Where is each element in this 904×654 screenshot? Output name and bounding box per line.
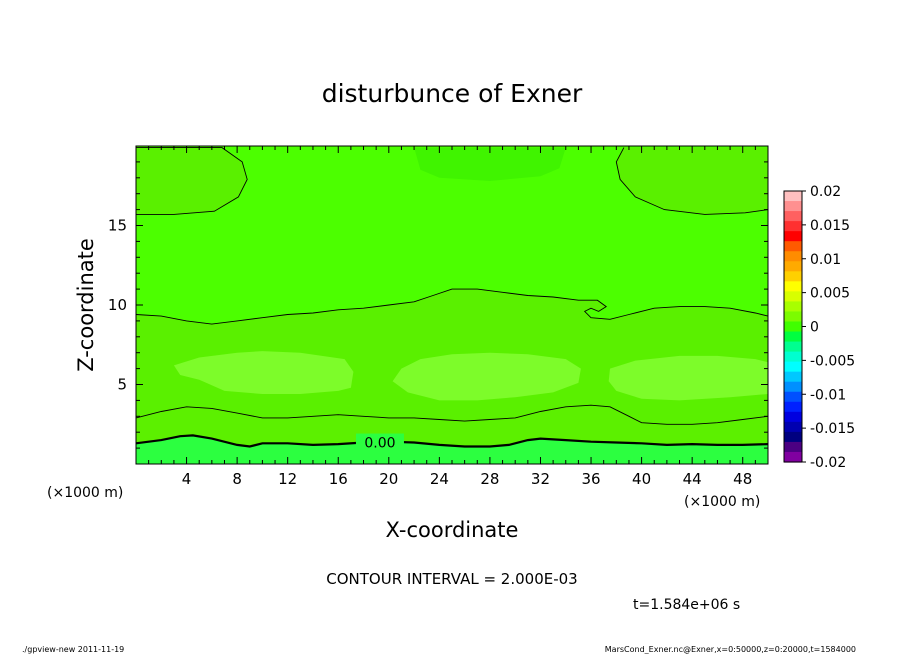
x-tick-label: 24 (430, 470, 449, 488)
x-tick-label: 16 (329, 470, 348, 488)
colorbar-segment (784, 321, 802, 333)
colorbar: 0.02 0.015 0.01 0.005 0 -0.005 -0.01 -0.015 -0.0… (783, 184, 855, 471)
colorbar-tick-label: 0.005 (810, 286, 850, 302)
colorbar-tick-label: 0.015 (810, 218, 850, 234)
colorbar-segment (784, 381, 802, 393)
blob-middle (392, 352, 581, 401)
x-tick-label: 20 (379, 470, 398, 488)
colorbar-tick-label: -0.015 (810, 421, 855, 437)
colorbar-segment (784, 191, 802, 202)
colorbar-segment (784, 441, 802, 453)
contour-label-bg (355, 433, 404, 450)
colorbar-segment (784, 211, 802, 222)
x-tick-label: 36 (581, 470, 600, 488)
blob-left (173, 351, 354, 394)
y-axis: 5 10 15 (108, 161, 768, 449)
colorbar-segment (784, 361, 802, 373)
colorbar-segment (784, 231, 802, 242)
upper-shade (414, 147, 566, 181)
x-tick-label: 28 (480, 470, 499, 488)
x-axis: 4 8 12 16 20 24 28 32 36 40 44 48 (148, 146, 756, 488)
colorbar-segment (784, 411, 802, 423)
colorbar-segment (784, 331, 802, 343)
colorbar-tick-label: 0.01 (810, 252, 841, 268)
time-text: t=1.584e+06 s (633, 597, 740, 613)
blob-right (608, 355, 768, 401)
colorbar-segment (784, 311, 802, 323)
contour-upper-right-lobe (615, 147, 769, 215)
colorbar-tick-label: -0.005 (810, 353, 855, 369)
colorbar-segment (784, 401, 802, 413)
colorbar-tick-label: -0.02 (810, 455, 846, 471)
fill-upper-right-lobe (616, 147, 768, 215)
colorbar-segment (784, 201, 802, 212)
y-axis-label: Z-coordinate (74, 238, 98, 372)
colorbar-segment (784, 271, 802, 282)
footer-right: MarsCond_Exner.nc@Exner,x=0:50000,z=0:20… (605, 645, 856, 654)
x-axis-label: X-coordinate (386, 518, 519, 542)
footer-left: ./gpview-new 2011-11-19 (22, 645, 124, 654)
x-tick-label: 8 (232, 470, 242, 488)
fill-upper-left-lobe (136, 147, 248, 215)
colorbar-tick-label: 0.02 (810, 184, 841, 200)
colorbar-segment (784, 261, 802, 272)
x-tick-label: 4 (182, 470, 192, 488)
colorbar-segment (784, 391, 802, 403)
x-unit-right: (×1000 m) (684, 494, 760, 510)
y-tick-label: 10 (108, 296, 127, 314)
colorbar-tick-label: 0 (810, 320, 819, 336)
contour-interval-text: CONTOUR INTERVAL = 2.000E-03 (326, 570, 577, 588)
colorbar-segment (784, 451, 802, 463)
x-unit-left: (×1000 m) (47, 485, 123, 501)
colorbar-segment (784, 221, 802, 232)
colorbar-segment (784, 341, 802, 353)
colorbar-segment (784, 421, 802, 433)
x-tick-label: 32 (531, 470, 550, 488)
y-tick-label: 5 (117, 376, 127, 394)
colorbar-segment (784, 301, 802, 313)
colorbar-segment (784, 291, 802, 303)
plot-area: 0.00 (135, 145, 769, 465)
colorbar-segment (784, 281, 802, 292)
contour-upper-left-lobe (136, 147, 248, 215)
contour-label: 0.00 (364, 436, 395, 452)
x-tick-label: 12 (278, 470, 297, 488)
contour-zero-line (135, 434, 769, 448)
x-tick-label: 40 (632, 470, 651, 488)
contour-lower-line (135, 404, 769, 425)
colorbar-segment (784, 251, 802, 262)
y-tick-label: 15 (108, 217, 127, 235)
contour-middle-line (135, 288, 769, 325)
colorbar-segment (784, 431, 802, 443)
colorbar-tick-label: -0.01 (810, 387, 846, 403)
x-tick-label: 44 (683, 470, 702, 488)
chart-title: disturbunce of Exner (322, 79, 583, 108)
colorbar-segment (784, 241, 802, 252)
x-tick-label: 48 (733, 470, 752, 488)
colorbar-segment (784, 351, 802, 363)
colorbar-segment (784, 371, 802, 383)
